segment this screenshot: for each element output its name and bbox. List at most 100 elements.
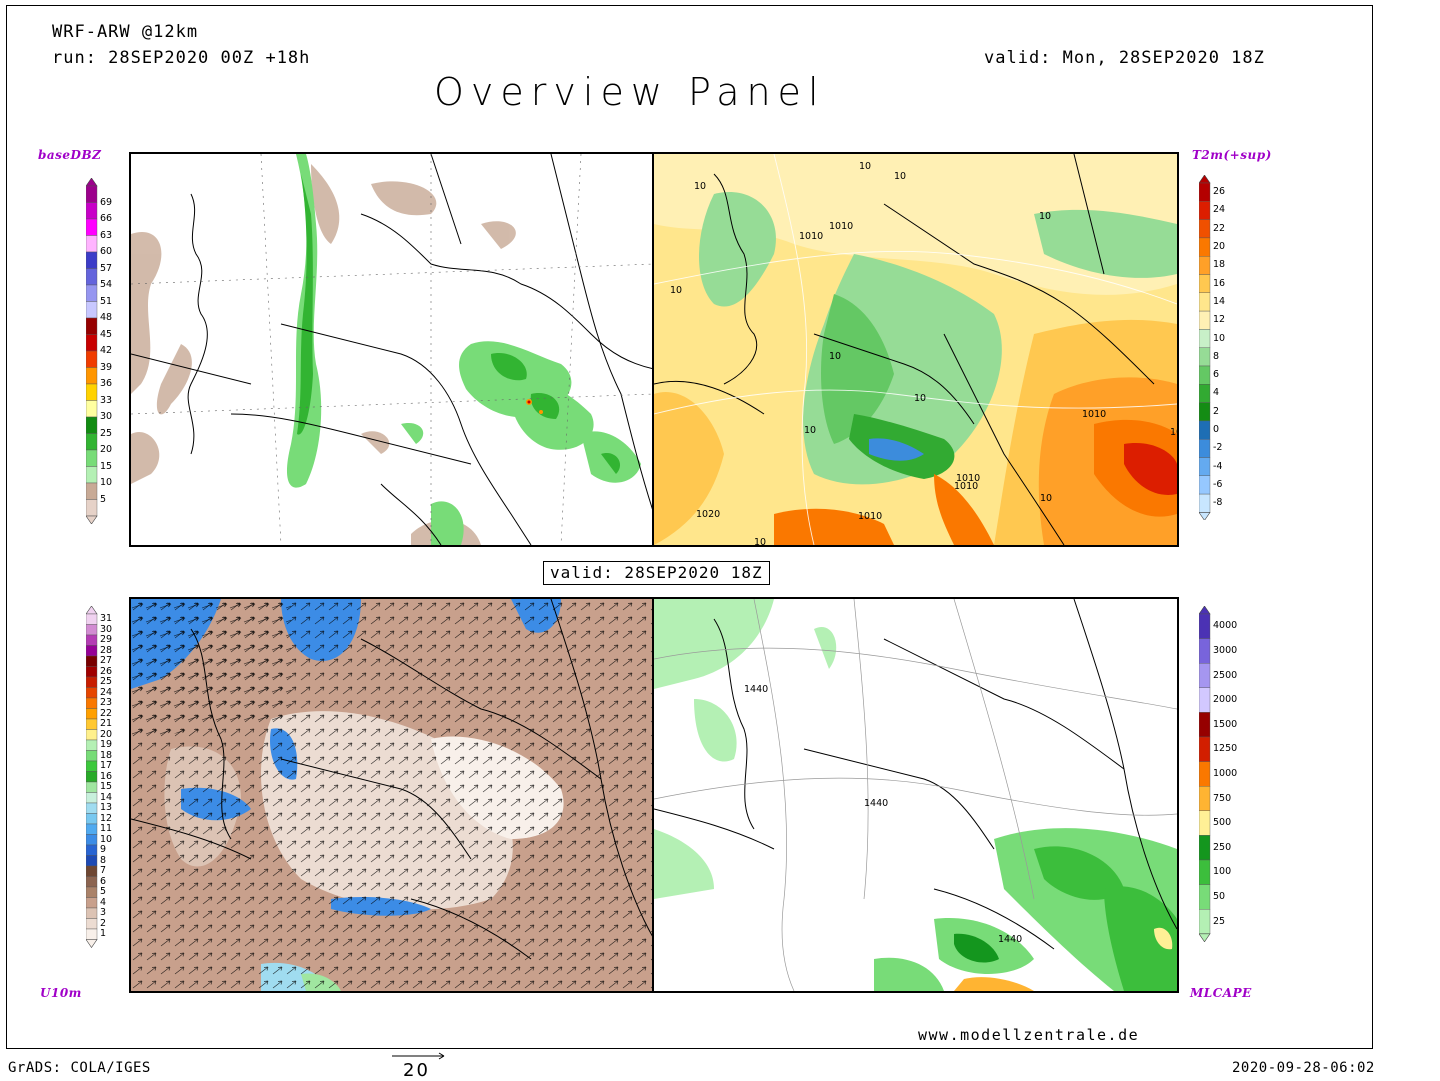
colorbar-tick-label: 20	[100, 444, 113, 455]
contour-label: 10	[859, 161, 872, 172]
colorbar-segment	[86, 813, 98, 825]
colorbar-segment	[86, 350, 98, 368]
colorbar-tick-label: 6	[1213, 369, 1220, 381]
colorbar-segment	[1199, 347, 1211, 367]
colorbar-tick-label: 1000	[1213, 767, 1238, 779]
panel-mlcape: 1440 1440 1440	[652, 597, 1179, 993]
colorbar-segment	[86, 876, 98, 888]
colorbar-segment	[86, 676, 98, 688]
colorbar-segment	[86, 687, 98, 699]
colorbar-segment	[86, 729, 98, 741]
panel-10m-wind	[129, 597, 656, 993]
colorbar-segment	[86, 482, 98, 500]
colorbar-tick-label: 12	[100, 812, 113, 824]
colorbar-tick-label: 29	[100, 634, 113, 646]
contour-label: 1440	[864, 798, 889, 809]
colorbar-tick-label: 2000	[1213, 694, 1238, 706]
colorbar-tick-label: 15	[100, 781, 113, 793]
colorbar-tick-label: 63	[100, 229, 113, 241]
colorbar-tick-label: 11	[100, 823, 113, 835]
colorbar-segment	[86, 655, 98, 667]
colorbar-tick-label: 28	[100, 644, 113, 656]
contour-label: 10	[804, 425, 817, 436]
wind-map	[131, 599, 654, 991]
contour-label: 1010	[954, 481, 979, 492]
colorbar-segment	[1199, 439, 1211, 458]
colorbar-tick-label: 4	[100, 896, 107, 908]
center-valid-time: valid: 28SEP2020 18Z	[543, 561, 770, 585]
colorbar-tick-label: -8	[1213, 497, 1223, 509]
colorbar-segment	[86, 218, 98, 236]
colorbar-segment	[86, 202, 98, 220]
colorbar-tick-label: 27	[100, 655, 113, 667]
colorbar-segment	[86, 697, 98, 709]
contour-label: 10	[1040, 493, 1053, 504]
colorbar-tick-label: 51	[100, 295, 113, 307]
colorbar-segment	[86, 834, 98, 846]
colorbar-tick-label: 9	[100, 844, 107, 856]
colorbar-tick-label: 14	[1213, 295, 1226, 307]
colorbar-segment	[1199, 329, 1211, 348]
colorbar-tick-label: -6	[1213, 478, 1223, 490]
colorbar-segment	[86, 739, 98, 751]
colorbar-tick-label: 3	[100, 907, 107, 919]
colorbar-bottom-arrow	[86, 939, 98, 948]
model-name: WRF-ARW @12km	[52, 22, 199, 42]
contour-label: 1010	[1082, 409, 1107, 420]
colorbar-segment	[86, 750, 98, 762]
colorbar-tick-label: 60	[100, 246, 113, 257]
colorbar-u10m: 31 30 29 28 27 26 25 24 23 22 21 20 19 18 17 16 15 14 13 12…	[86, 606, 112, 948]
colorbar-dbz: 69 66 63 60 57 54 51 48 45 42 39 36 33 30 25 20 15 10 5	[86, 178, 112, 524]
temperature-map	[654, 154, 1177, 545]
colorbar-segment	[86, 367, 98, 385]
colorbar-segment	[1199, 687, 1211, 713]
colorbar-tick-label: 42	[100, 345, 113, 356]
contour-label: 10	[670, 285, 683, 296]
page-title: Overview Panel	[434, 70, 826, 114]
cape-map	[654, 599, 1177, 991]
colorbar-segment	[1199, 182, 1211, 202]
colorbar-tick-label: 23	[100, 697, 113, 709]
colorbar-top-arrow	[1199, 175, 1211, 184]
colorbar-segment	[1199, 274, 1211, 293]
colorbar-tick-label: 22	[1213, 222, 1226, 234]
colorbar-segment	[1199, 365, 1211, 385]
colorbar-segment	[86, 855, 98, 867]
colorbar-segment	[1199, 475, 1211, 495]
colorbar-segment	[86, 823, 98, 835]
colorbar-tick-label: 5	[100, 886, 107, 898]
colorbar-tick-label: 750	[1213, 792, 1232, 804]
colorbar-top-arrow	[1199, 606, 1211, 615]
colorbar-segment	[86, 897, 98, 909]
colorbar-tick-label: 1	[100, 928, 107, 940]
colorbar-tick-label: 2500	[1213, 669, 1238, 681]
colorbar-segment	[1199, 785, 1211, 811]
contour-label: 10	[1170, 427, 1177, 438]
website-credit: www.modellzentrale.de	[918, 1026, 1140, 1044]
contour-label: 10	[1039, 211, 1052, 222]
colorbar-tick-label: 69	[100, 196, 113, 208]
colorbar-tick-label: 16	[1213, 277, 1226, 289]
colorbar-segment	[1199, 255, 1211, 275]
colorbar-tick-label: 25	[100, 427, 113, 439]
colorbar-segment	[86, 499, 98, 517]
figure-frame	[6, 5, 1373, 1049]
colorbar-tick-label: 22	[100, 707, 113, 719]
colorbar-segment	[1199, 736, 1211, 762]
colorbar-segment	[1199, 402, 1211, 422]
colorbar-tick-label: 0	[1213, 424, 1220, 436]
colorbar-segment	[86, 771, 98, 783]
contour-label: 1020	[696, 509, 721, 520]
colorbar-tick-label: 13	[100, 802, 113, 814]
colorbar-segment	[86, 645, 98, 657]
contour-label: 10	[754, 537, 767, 547]
colorbar-segment	[86, 251, 98, 269]
colorbar-segment	[86, 334, 98, 352]
colorbar-tick-label: 15	[100, 460, 113, 472]
colorbar-tick-label: 8	[1213, 350, 1220, 362]
colorbar-tick-label: 100	[1213, 866, 1232, 878]
label-basedbz: baseDBZ	[38, 148, 102, 162]
colorbar-tick-label: 66	[100, 213, 113, 224]
contour-label: 1010	[858, 511, 883, 522]
colorbar-segment	[86, 185, 98, 203]
